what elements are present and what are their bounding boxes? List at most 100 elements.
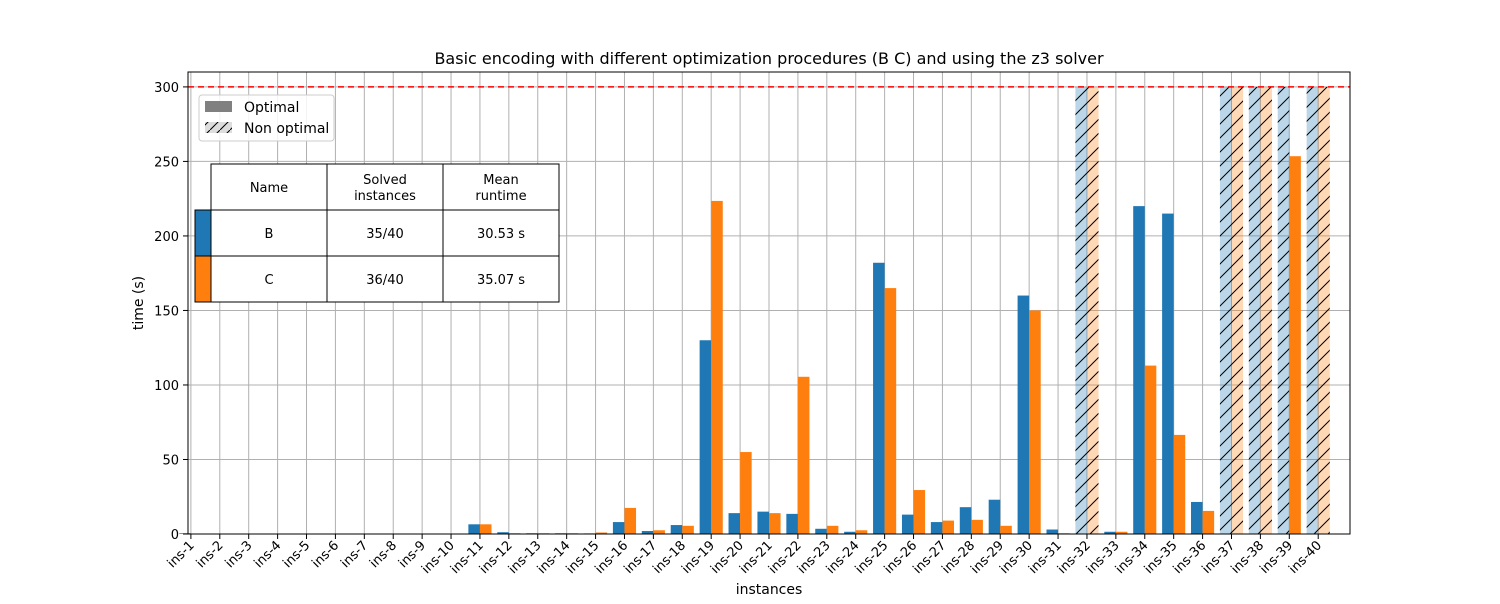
bar-fill [942, 521, 954, 534]
bar-fill [769, 513, 781, 534]
table-header-text: instances [354, 189, 416, 204]
bar-B-ins-16 [613, 522, 625, 534]
bar-fill [653, 530, 665, 534]
bar-C-ins-29 [1000, 526, 1012, 534]
bar-fill [700, 340, 712, 534]
legend-swatch-optimal [205, 101, 232, 112]
bar-C-ins-25 [885, 288, 897, 534]
bar-fill [971, 520, 983, 534]
bar-fill [1000, 526, 1012, 534]
bar-fill [873, 263, 885, 534]
bar-fill [1289, 156, 1301, 534]
y-tick-label: 100 [154, 379, 179, 394]
y-tick-label: 150 [154, 304, 179, 319]
bar-hatch [1220, 87, 1232, 534]
bar-C-ins-36 [1203, 511, 1215, 534]
bar-B-ins-22 [786, 514, 798, 534]
bar-B-ins-37 [1220, 87, 1232, 534]
bar-C-ins-19 [711, 201, 723, 534]
bar-B-ins-19 [700, 340, 712, 534]
bar-fill [1133, 206, 1145, 534]
bar-C-ins-24 [856, 530, 868, 534]
table-cell-text: B [265, 227, 274, 242]
bar-fill [902, 515, 914, 534]
bar-hatch [1278, 87, 1290, 534]
bar-B-ins-35 [1162, 214, 1174, 534]
x-axis-label: instances [736, 582, 803, 598]
table-cell-text: C [264, 273, 273, 288]
bar-fill [682, 526, 694, 534]
bar-fill [480, 524, 492, 534]
bar-hatch [1318, 87, 1330, 534]
bar-fill [613, 522, 625, 534]
y-tick-label: 300 [154, 81, 179, 96]
table-header-text: Solved [363, 173, 407, 188]
chart-title: Basic encoding with different optimizati… [434, 49, 1103, 68]
bar-fill [711, 201, 723, 534]
bar-C-ins-11 [480, 524, 492, 534]
bar-B-ins-38 [1249, 87, 1261, 534]
bar-fill [1046, 530, 1058, 534]
bar-C-ins-21 [769, 513, 781, 534]
bar-C-ins-18 [682, 526, 694, 534]
bar-C-ins-39 [1289, 156, 1301, 534]
y-tick-label: 0 [171, 528, 179, 543]
bar-C-ins-37 [1231, 87, 1243, 534]
bar-B-ins-29 [989, 500, 1001, 534]
bar-hatch [1075, 87, 1087, 534]
bar-hatch [1260, 87, 1272, 534]
bar-fill [1018, 296, 1030, 534]
bar-C-ins-30 [1029, 310, 1041, 534]
bar-B-ins-18 [671, 525, 683, 534]
bar-C-ins-28 [971, 520, 983, 534]
table-cell-text: 35.07 s [477, 273, 525, 288]
bar-B-ins-28 [960, 507, 972, 534]
bar-C-ins-26 [914, 490, 926, 534]
bar-B-ins-25 [873, 263, 885, 534]
y-tick-label: 50 [162, 453, 179, 468]
y-tick-label: 200 [154, 230, 179, 245]
bar-B-ins-11 [468, 524, 480, 534]
bar-C-ins-22 [798, 377, 810, 534]
bar-hatch [1307, 87, 1319, 534]
bar-fill [671, 525, 683, 534]
bar-fill [989, 500, 1001, 534]
bar-fill [1203, 511, 1215, 534]
bar-C-ins-35 [1174, 435, 1186, 534]
bar-B-ins-20 [729, 513, 741, 534]
bar-fill [798, 377, 810, 534]
bar-fill [885, 288, 897, 534]
bar-fill [624, 508, 636, 534]
bar-B-ins-23 [815, 529, 827, 534]
bar-fill [468, 524, 480, 534]
bar-C-ins-38 [1260, 87, 1272, 534]
bar-C-ins-32 [1087, 87, 1099, 534]
bar-hatch [1249, 87, 1261, 534]
bar-fill [1191, 502, 1203, 534]
bar-fill [815, 529, 827, 534]
bar-fill [1145, 366, 1157, 534]
bar-fill [757, 512, 769, 534]
table-header-text: Name [250, 181, 288, 196]
bar-fill [786, 514, 798, 534]
bar-B-ins-31 [1046, 530, 1058, 534]
bar-fill [1029, 310, 1041, 534]
y-tick-label: 250 [154, 155, 179, 170]
bar-fill [827, 526, 839, 534]
bar-B-ins-26 [902, 515, 914, 534]
table-header-cell: Name [211, 164, 327, 210]
bar-hatch [1087, 87, 1099, 534]
bar-fill [740, 452, 752, 534]
bar-B-ins-32 [1075, 87, 1087, 534]
bar-B-ins-39 [1278, 87, 1290, 534]
bar-C-ins-16 [624, 508, 636, 534]
table-cell-text: 35/40 [366, 227, 403, 242]
bar-B-ins-40 [1307, 87, 1319, 534]
